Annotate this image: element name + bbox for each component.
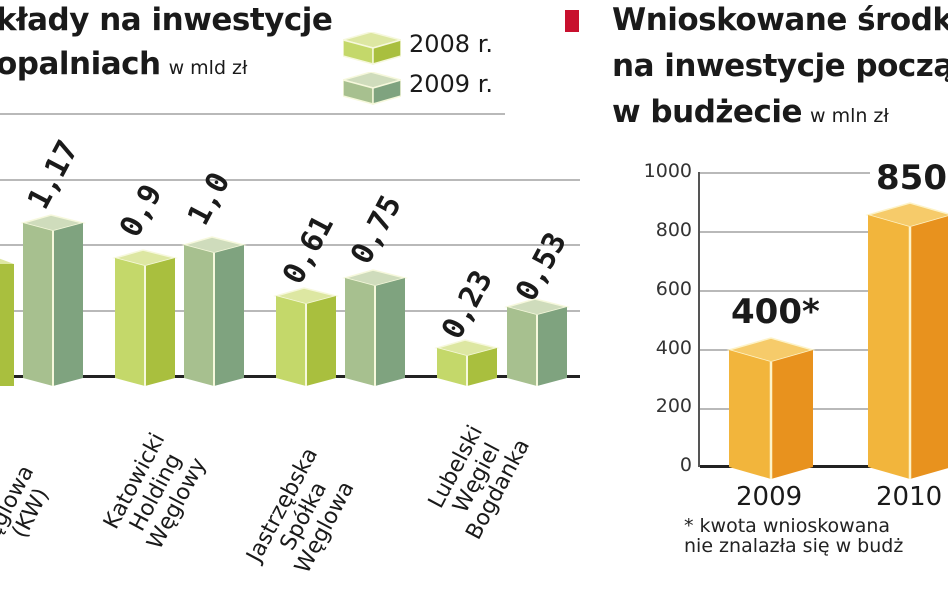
right-chart-title-line3: w budżecie w mln zł: [612, 94, 889, 134]
value-label-khw-2009: 1,0: [181, 166, 238, 231]
left-chart-title-line1: kłady na inwestycje: [0, 2, 333, 38]
bar-2010: [865, 202, 948, 479]
footnote-line2: nie znalazła się w budż: [684, 535, 904, 557]
value-label-kw-2009: 1,17: [21, 134, 86, 215]
value-label-2009: 400*: [731, 292, 820, 332]
value-label-kw-2008: ,9: [0, 208, 5, 257]
legend-label-2009: 2009 r.: [409, 70, 493, 98]
gridline-1.5: [0, 179, 580, 181]
bar-khw-2009: [181, 236, 247, 386]
category-label-kw: a ęglowa (KW): [0, 461, 55, 543]
left-chart-unit: w mld zł: [168, 57, 248, 79]
x-label-2009: 2009: [736, 482, 803, 512]
ytick-800: 800: [655, 219, 692, 241]
gridline-2.0: [0, 113, 505, 115]
x-label-2010: 2010: [876, 482, 943, 512]
ytick-400: 400: [655, 337, 692, 359]
category-label-jsw: Jastrzębska Spółka Węglowa: [242, 443, 360, 578]
value-label-lwb-2008: 0,23: [435, 264, 500, 345]
right-chart-title-text: w budżecie: [612, 94, 802, 130]
bar-kw-2008: [0, 258, 14, 386]
gridline-600: [700, 290, 870, 292]
bar-lwb-2008: [434, 339, 500, 386]
bar-khw-2008: [112, 249, 178, 386]
value-label-khw-2008: 0,9: [113, 178, 170, 243]
right-chart-title-line2: na inwestycje począ: [612, 48, 948, 84]
category-label-khw: Katowicki Holding Węglowy: [99, 429, 212, 554]
bar-jsw-2008: [273, 287, 339, 386]
section-marker: [565, 10, 579, 32]
footnote-line1: * kwota wnioskowana: [684, 515, 891, 537]
left-chart-title-line2: opalniach w mld zł: [0, 46, 247, 86]
baseline-right: [700, 465, 948, 468]
bar-jsw-2009: [342, 269, 408, 386]
bar-kw-2009: [20, 214, 86, 386]
gridline-800: [700, 231, 870, 233]
bar-lwb-2009: [504, 298, 570, 386]
gridline-1000: [700, 172, 870, 174]
right-chart-unit: w mln zł: [809, 105, 889, 127]
ytick-600: 600: [655, 278, 692, 300]
category-label-lwb: Lubelski Węgiel Bogdanka: [423, 421, 536, 544]
ytick-1000: 1000: [643, 160, 692, 182]
left-chart-title-text: opalniach: [0, 46, 161, 82]
value-label-jsw-2008: 0,61: [276, 209, 341, 290]
ytick-0: 0: [679, 454, 692, 476]
ytick-200: 200: [655, 395, 692, 417]
value-label-2010: 850: [876, 158, 947, 198]
gridline-1.0: [0, 244, 580, 246]
value-label-lwb-2009: 0,53: [509, 226, 574, 307]
value-label-jsw-2009: 0,75: [344, 189, 409, 270]
bar-2009: [726, 337, 816, 479]
legend: 2008 r. 2009 r.: [340, 20, 543, 110]
right-chart-title-line1: Wnioskowane środk: [612, 2, 948, 38]
y-axis: [698, 172, 700, 467]
legend-label-2008: 2008 r.: [409, 30, 493, 58]
legend-swatch-2008: [340, 31, 404, 65]
legend-swatch-2009: [340, 71, 404, 106]
